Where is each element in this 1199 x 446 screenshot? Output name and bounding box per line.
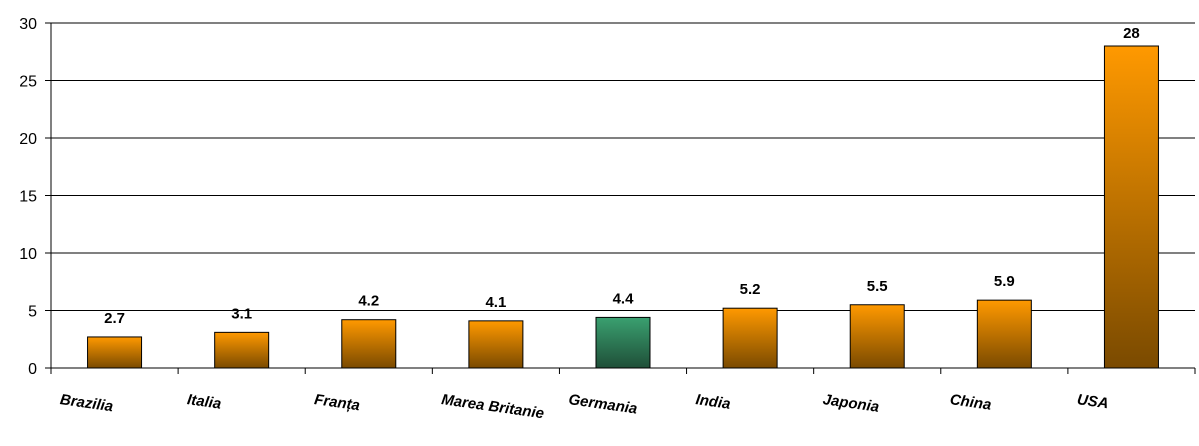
data-label: 4.1 [485,294,506,311]
y-tick-label: 25 [19,74,37,91]
category-label: Italia [186,391,222,413]
data-label: 3.1 [231,305,252,322]
data-labels: 2.7 3.1 4.2 4.1 4.4 5.2 5.5 5.9 28 [104,25,1140,327]
y-tick-label: 5 [28,304,37,321]
category-label: Japonia [822,391,881,416]
bar [468,320,524,369]
data-label: 4.2 [358,293,379,310]
bar [722,307,778,369]
category-label: Germania [567,391,638,417]
data-label: 4.4 [613,290,635,307]
category-label: China [949,391,993,414]
bar [341,319,397,369]
data-label: 2.7 [104,310,125,327]
category-label: USA [1076,391,1110,412]
data-label: 5.5 [867,278,888,295]
data-label: 5.2 [740,281,761,298]
bar [976,299,1032,369]
category-label: Franța [313,391,361,414]
data-label: 5.9 [994,273,1015,290]
y-tick-label: 0 [28,361,37,378]
y-axis-ticks: 0 5 10 15 20 25 30 [19,16,37,378]
category-label: Marea Britanie [440,391,545,422]
category-label: India [695,391,732,413]
bar [595,316,651,369]
x-axis-categories: Brazilia Italia Franța Marea Britanie German… [59,391,1110,422]
category-label: Brazilia [59,391,114,415]
y-tick-label: 20 [19,131,37,148]
gridlines [51,22,1195,311]
bars [87,45,1159,369]
bar [849,304,905,369]
bar [1103,45,1159,369]
bar [87,336,143,369]
data-label: 28 [1123,25,1140,42]
y-tick-label: 30 [19,16,37,33]
y-tick-label: 15 [19,189,37,206]
bar [214,331,270,369]
y-tick-label: 10 [19,246,37,263]
